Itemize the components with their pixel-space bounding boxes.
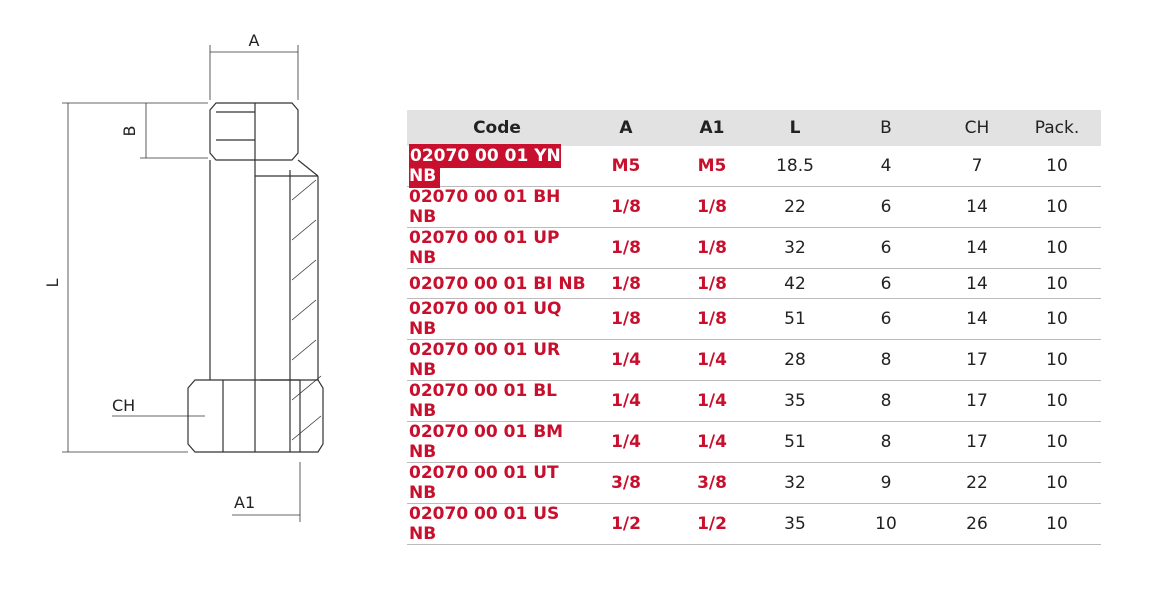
cell: 26 [941, 503, 1013, 545]
cell: 1/4 [665, 380, 759, 422]
cell: 3/8 [665, 462, 759, 504]
cell: 1/8 [665, 268, 759, 299]
cell: 10 [1013, 339, 1101, 381]
dim-label: B [120, 126, 139, 137]
cell: 8 [831, 380, 941, 422]
cell: 10 [1013, 146, 1101, 187]
table-row: 02070 00 01 BL NB 1/4 1/4 35 8 17 10 [407, 380, 1101, 422]
cell: 17 [941, 421, 1013, 463]
cell: 22 [941, 462, 1013, 504]
cell: 10 [1013, 186, 1101, 228]
table-row: 02070 00 01 UT NB 3/8 3/8 32 9 22 10 [407, 462, 1101, 504]
dim-label: A1 [234, 493, 255, 512]
table-row: 02070 00 01 UP NB 1/8 1/8 32 6 14 10 [407, 227, 1101, 269]
cell: 6 [831, 186, 941, 228]
cell: 35 [759, 380, 831, 422]
drawing: A B L CH A1 [43, 31, 324, 522]
cell: 02070 00 01 BH NB [407, 186, 587, 228]
product-table: Code A A1 L B CH Pack. 02070 00 01 YN NB M5 M5 18… [407, 110, 1101, 545]
column-header: A1 [665, 110, 759, 146]
cell: 10 [1013, 421, 1101, 463]
column-header: Pack. [1013, 110, 1101, 146]
cell: 10 [831, 503, 941, 545]
column-header: A [587, 110, 665, 146]
cell: 02070 00 01 UQ NB [407, 298, 587, 340]
cell: 6 [831, 298, 941, 340]
cell: 02070 00 01 BL NB [407, 380, 587, 422]
table-row: 02070 00 01 BH NB 1/8 1/8 22 6 14 10 [407, 186, 1101, 228]
table-row: 02070 00 01 YN NB M5 M5 18.5 4 7 10 [407, 144, 1101, 188]
table-row: 02070 00 01 BI NB 1/8 1/8 42 6 14 10 [407, 268, 1101, 299]
cell: 02070 00 01 BM NB [407, 421, 587, 463]
cell: 1/4 [587, 421, 665, 463]
cell: 7 [941, 146, 1013, 187]
table-row: 02070 00 01 US NB 1/2 1/2 35 10 26 10 [407, 503, 1101, 545]
column-header: L [759, 110, 831, 146]
cell: 1/4 [587, 339, 665, 381]
table-row: 02070 00 01 BM NB 1/4 1/4 51 8 17 10 [407, 421, 1101, 463]
cell: 14 [941, 186, 1013, 228]
column-header: CH [941, 110, 1013, 146]
dim-label: A [249, 31, 260, 50]
cell: 10 [1013, 227, 1101, 269]
cell: 28 [759, 339, 831, 381]
cell: 4 [831, 146, 941, 187]
cell: 02070 00 01 YN NB [407, 144, 587, 188]
cell: 02070 00 01 UT NB [407, 462, 587, 504]
cell: 1/8 [587, 227, 665, 269]
table-row: 02070 00 01 UQ NB 1/8 1/8 51 6 14 10 [407, 298, 1101, 340]
cell: 14 [941, 298, 1013, 340]
column-header: Code [407, 110, 587, 146]
cell: 32 [759, 227, 831, 269]
cell: 35 [759, 503, 831, 545]
cell: 02070 00 01 UP NB [407, 227, 587, 269]
cell: 02070 00 01 BI NB [407, 268, 587, 299]
cell: 51 [759, 421, 831, 463]
cell: 1/8 [587, 268, 665, 299]
dim-label: L [43, 278, 62, 287]
cell: 1/4 [587, 380, 665, 422]
cell: 51 [759, 298, 831, 340]
header-row: Code A A1 L B CH Pack. [407, 110, 1101, 146]
cell: 02070 00 01 UR NB [407, 339, 587, 381]
cell: 3/8 [587, 462, 665, 504]
cell: 1/2 [587, 503, 665, 545]
cell: 1/2 [665, 503, 759, 545]
cell: 18.5 [759, 146, 831, 187]
cell: 14 [941, 268, 1013, 299]
cell: 22 [759, 186, 831, 228]
cell: 8 [831, 421, 941, 463]
cell: 1/8 [587, 186, 665, 228]
cell: 42 [759, 268, 831, 299]
column-header: B [831, 110, 941, 146]
cell: 1/8 [587, 298, 665, 340]
cell: M5 [587, 146, 665, 187]
dim-label: CH [112, 396, 135, 415]
cell: 10 [1013, 503, 1101, 545]
highlighted-code: 02070 00 01 YN NB [409, 144, 561, 188]
cell: 6 [831, 227, 941, 269]
cell: 32 [759, 462, 831, 504]
cell: 10 [1013, 380, 1101, 422]
cell: 9 [831, 462, 941, 504]
cell: 17 [941, 380, 1013, 422]
cell: 1/8 [665, 186, 759, 228]
cell: 1/4 [665, 339, 759, 381]
cell: 14 [941, 227, 1013, 269]
cell: 1/8 [665, 227, 759, 269]
cell: 1/8 [665, 298, 759, 340]
cell: 8 [831, 339, 941, 381]
cell: 17 [941, 339, 1013, 381]
cell: 1/4 [665, 421, 759, 463]
cell: 6 [831, 268, 941, 299]
cell: 10 [1013, 268, 1101, 299]
table-row: 02070 00 01 UR NB 1/4 1/4 28 8 17 10 [407, 339, 1101, 381]
cell: 02070 00 01 US NB [407, 503, 587, 545]
cell: 10 [1013, 298, 1101, 340]
cell: M5 [665, 146, 759, 187]
cell: 10 [1013, 462, 1101, 504]
